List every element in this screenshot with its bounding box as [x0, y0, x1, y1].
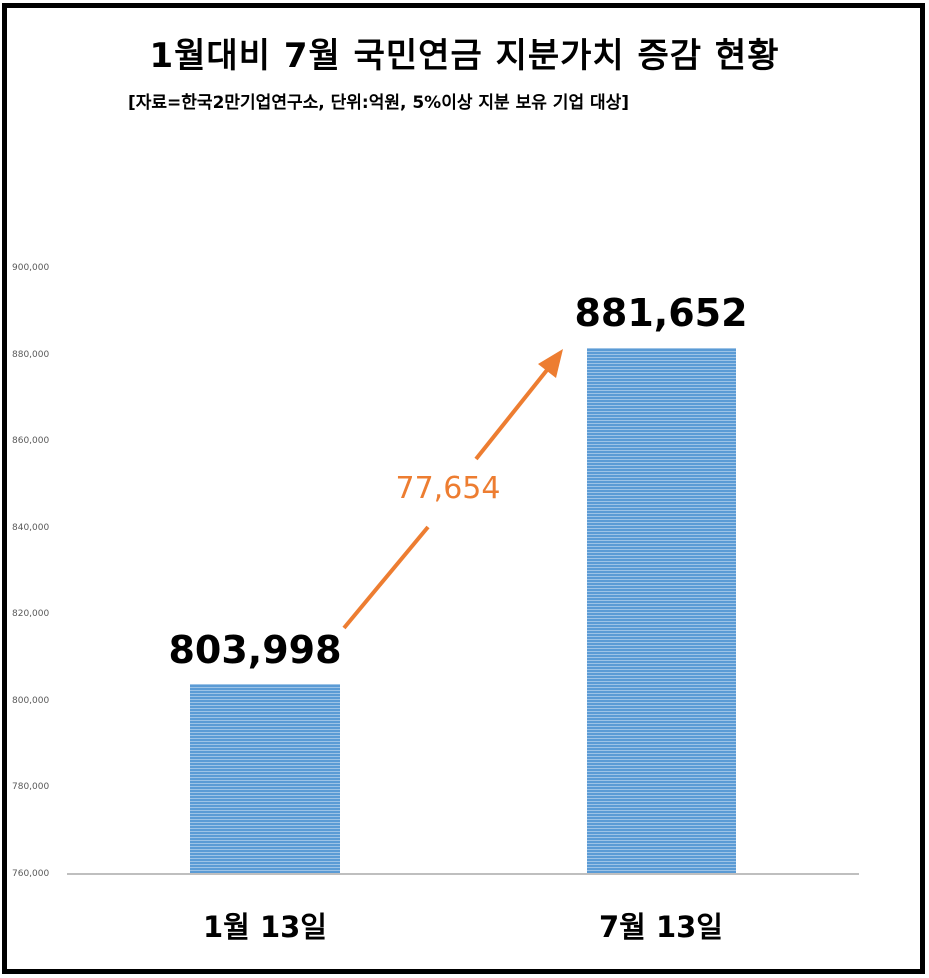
chart-frame	[2, 3, 925, 974]
y-tick-label: 820,000	[12, 609, 50, 619]
y-tick-label: 800,000	[12, 696, 50, 706]
y-tick-label: 900,000	[12, 263, 50, 273]
y-tick-label: 840,000	[12, 523, 50, 533]
bar-value-label-jan: 803,998	[168, 628, 342, 672]
chart-title: 1월대비 7월 국민연금 지분가치 증감 현황	[149, 36, 780, 76]
y-tick-label: 760,000	[12, 869, 50, 879]
bar-value-label-jul: 881,652	[574, 291, 748, 335]
x-category-label-jan: 1월 13일	[203, 910, 327, 944]
difference-label: 77,654	[395, 471, 501, 506]
chart-subtitle: [자료=한국2만기업연구소, 단위:억원, 5%이상 지분 보유 기업 대상]	[128, 93, 630, 113]
bar-jan-13	[190, 684, 340, 874]
y-tick-label: 880,000	[12, 350, 50, 360]
x-category-label-jul: 7월 13일	[599, 910, 723, 944]
bar-jul-13	[587, 348, 736, 874]
y-tick-label: 780,000	[12, 782, 50, 792]
x-axis-line	[67, 873, 859, 875]
y-tick-label: 860,000	[12, 436, 50, 446]
